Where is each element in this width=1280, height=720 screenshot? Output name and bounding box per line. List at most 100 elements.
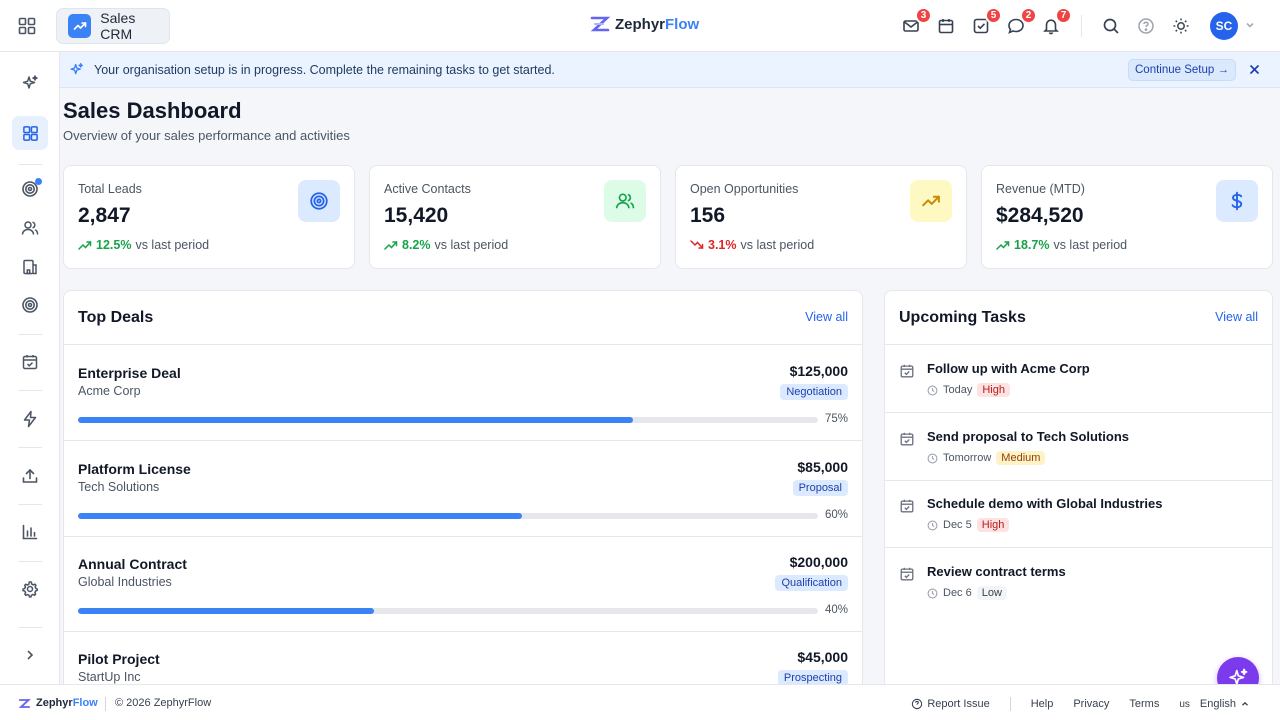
clock-icon [927, 453, 938, 463]
deal-amount: $85,000 [797, 459, 848, 475]
footer: ZephyrFlow © 2026 ZephyrFlow Report Issu… [0, 684, 1280, 720]
help-icon[interactable] [1135, 15, 1157, 37]
deal-company: Tech Solutions [78, 480, 160, 494]
language-selector[interactable]: us English [1179, 698, 1250, 710]
panel-title: Top Deals [78, 309, 154, 326]
chevron-down-icon[interactable] [1244, 19, 1256, 31]
deal-row[interactable]: Annual Contract Global Industries $200,0… [64, 536, 862, 632]
sidebar-item-ai[interactable] [12, 66, 48, 100]
bell-icon[interactable]: 7 [1040, 7, 1072, 37]
sidebar-item-companies[interactable] [12, 250, 48, 284]
footer-logo[interactable]: ZephyrFlow [18, 697, 98, 709]
sidebar-expand-button[interactable] [12, 638, 48, 672]
sidebar-item-dashboard[interactable] [12, 116, 48, 150]
calendar-icon[interactable] [935, 15, 957, 37]
dollar-icon [1216, 180, 1258, 222]
chat-icon[interactable]: 2 [1005, 7, 1037, 37]
deal-name: Pilot Project [78, 651, 160, 667]
chevron-up-icon [1242, 701, 1248, 706]
sidebar-item-automations[interactable] [12, 402, 48, 436]
stat-value: 156 [690, 204, 726, 227]
zephyr-logo-icon [590, 16, 611, 32]
notification-dot [35, 178, 42, 185]
language-code: us [1179, 698, 1190, 710]
chevron-right-icon [27, 650, 34, 660]
task-item[interactable]: Review contract terms Dec 6 Low [885, 548, 1272, 616]
trending-up-icon [910, 180, 952, 222]
stat-card-active-contacts[interactable]: Active Contacts 15,420 8.2% vs last peri… [369, 165, 661, 269]
target-icon [298, 180, 340, 222]
stat-card-open-opportunities[interactable]: Open Opportunities 156 3.1% vs last peri… [675, 165, 967, 269]
task-item[interactable]: Send proposal to Tech Solutions Tomorrow… [885, 413, 1272, 481]
deal-progress-bar [78, 417, 818, 423]
brand-name: ZephyrFlow [615, 15, 700, 33]
sidebar-item-reports[interactable] [12, 515, 48, 549]
task-title: Follow up with Acme Corp [927, 361, 1090, 376]
stat-trend: 8.2% vs last period [384, 238, 508, 252]
app-grid-icon[interactable] [14, 13, 40, 39]
gear-icon [22, 580, 38, 598]
tasks-icon[interactable]: 5 [970, 7, 1002, 37]
bell-badge: 7 [1055, 7, 1072, 24]
footer-brand: ZephyrFlow [36, 697, 98, 709]
building-icon [23, 259, 37, 275]
deal-progress-label: 60% [824, 509, 848, 521]
page-title: Sales Dashboard [63, 98, 242, 123]
stat-card-revenue[interactable]: Revenue (MTD) $284,520 18.7% vs last per… [981, 165, 1273, 269]
stat-label: Open Opportunities [690, 182, 799, 196]
upload-icon [22, 468, 38, 483]
trend-up-icon [996, 241, 1010, 250]
user-avatar[interactable]: SC [1210, 12, 1238, 40]
deal-row[interactable]: Pilot Project StartUp Inc $45,000 Prospe… [64, 631, 862, 689]
calendar-check-icon [899, 566, 915, 582]
deal-stage-badge: Negotiation [780, 384, 848, 400]
close-icon[interactable] [1248, 63, 1261, 76]
sidebar-item-tasks[interactable] [12, 345, 48, 379]
stat-label: Active Contacts [384, 182, 471, 196]
sun-icon[interactable] [1170, 15, 1192, 37]
help-link[interactable]: Help [1030, 698, 1054, 710]
sidebar-item-leads[interactable] [12, 172, 48, 206]
sidebar-item-import[interactable] [12, 459, 48, 493]
task-meta: Dec 6 Low [927, 586, 1007, 600]
upcoming-tasks-panel: Upcoming Tasks View all Follow up with A… [884, 290, 1273, 690]
trend-up-icon [384, 241, 398, 250]
users-icon [21, 221, 39, 235]
privacy-link[interactable]: Privacy [1073, 698, 1110, 710]
dashboard-icon [22, 125, 38, 141]
divider [885, 344, 1272, 345]
setup-banner: Your organisation setup is in progress. … [60, 52, 1280, 88]
deal-stage-badge: Prospecting [777, 670, 848, 686]
deal-row[interactable]: Enterprise Deal Acme Corp $125,000 Negot… [64, 345, 862, 441]
sidebar-divider [18, 390, 42, 391]
language-label: English [1199, 698, 1236, 710]
target-icon [22, 181, 38, 197]
deal-company: Acme Corp [78, 384, 141, 398]
continue-setup-button[interactable]: Continue Setup → [1128, 59, 1236, 81]
task-meta: Today High [927, 383, 1010, 397]
deal-progress-fill [78, 608, 374, 614]
stat-value: 2,847 [78, 204, 131, 227]
report-issue-link[interactable]: Report Issue [911, 698, 990, 710]
view-all-deals-link[interactable]: View all [805, 310, 848, 324]
stat-card-total-leads[interactable]: Total Leads 2,847 12.5% vs last period [63, 165, 355, 269]
banner-text: Your organisation setup is in progress. … [94, 63, 555, 77]
stat-trend: 18.7% vs last period [996, 238, 1127, 252]
deal-name: Annual Contract [78, 556, 187, 572]
search-icon[interactable] [1100, 15, 1122, 37]
sidebar-item-settings[interactable] [12, 572, 48, 606]
sidebar-item-opportunities[interactable] [12, 288, 48, 322]
mail-icon[interactable]: 3 [900, 7, 932, 37]
sidebar-divider [18, 504, 42, 505]
task-due: Dec 6 [943, 587, 972, 599]
app-switcher[interactable]: Sales CRM [56, 8, 170, 44]
deal-row[interactable]: Platform License Tech Solutions $85,000 … [64, 441, 862, 537]
task-item[interactable]: Schedule demo with Global Industries Dec… [885, 480, 1272, 548]
task-item[interactable]: Follow up with Acme Corp Today High [885, 345, 1272, 413]
sidebar-item-contacts[interactable] [12, 211, 48, 245]
deal-amount: $125,000 [789, 363, 848, 379]
view-all-tasks-link[interactable]: View all [1215, 310, 1258, 324]
stat-label: Revenue (MTD) [996, 182, 1085, 196]
terms-link[interactable]: Terms [1129, 698, 1160, 710]
brand-logo[interactable]: ZephyrFlow [589, 15, 699, 33]
